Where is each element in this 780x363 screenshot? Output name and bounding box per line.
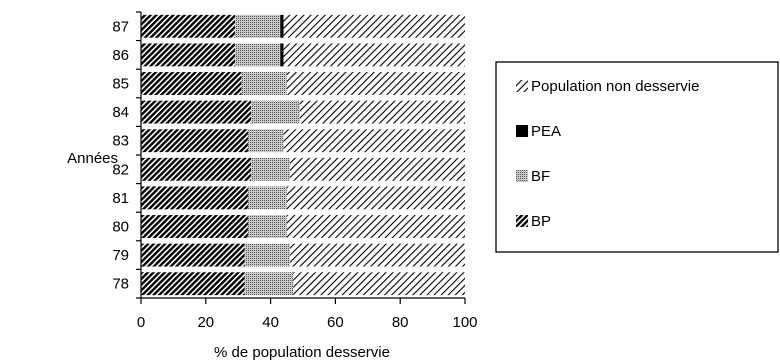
bar-pea-87 [280, 14, 284, 38]
bar-bp-82 [141, 157, 252, 181]
bar-bp-79 [141, 243, 245, 267]
y-tick-label: 82 [112, 161, 129, 178]
bar-bp-85 [141, 72, 242, 95]
bar-bp-87 [141, 14, 235, 38]
legend-label-population-non-desservie: Population non desservie [531, 78, 699, 95]
y-tick-label: 81 [112, 190, 129, 207]
bar-bp-86 [141, 43, 235, 67]
bars-group [141, 14, 465, 296]
legend-swatch-pea [516, 125, 528, 137]
y-tick-label: 83 [112, 133, 129, 150]
y-tick-label: 85 [112, 76, 129, 93]
y-tick-label: 78 [112, 276, 129, 293]
x-tick-label: 0 [137, 314, 145, 331]
bar-population-non-desservie-78 [293, 272, 465, 296]
y-axis: 78 79 80 81 82 83 84 85 86 87 [112, 11, 142, 299]
bar-population-non-desservie-87 [283, 14, 465, 38]
legend-box [495, 61, 779, 253]
y-axis-title: Années [67, 150, 118, 167]
legend-label-bf: BF [531, 168, 550, 185]
legend-label-pea: PEA [531, 123, 561, 140]
bar-bf-86 [234, 43, 281, 67]
bar-population-non-desservie-82 [290, 157, 465, 181]
legend-swatch-population-non-desservie [516, 80, 528, 92]
bar-bf-84 [251, 100, 300, 124]
bar-bf-80 [247, 215, 287, 238]
bar-bf-79 [244, 243, 291, 267]
bar-pea-86 [280, 43, 284, 67]
bar-population-non-desservie-86 [283, 43, 465, 67]
bar-population-non-desservie-84 [299, 100, 465, 124]
bar-bp-84 [141, 100, 252, 124]
x-axis-title: % de population desservie [214, 344, 390, 361]
y-tick-label: 80 [112, 219, 129, 236]
bar-bp-80 [141, 215, 248, 238]
y-tick-label: 84 [112, 104, 129, 121]
x-tick-label: 20 [197, 314, 214, 331]
y-tick-label: 87 [112, 18, 129, 35]
bar-bf-85 [241, 72, 287, 95]
bar-bf-81 [247, 186, 287, 210]
bar-population-non-desservie-79 [290, 243, 465, 267]
x-tick-label: 60 [327, 314, 344, 331]
bar-bp-81 [141, 186, 248, 210]
bar-bp-78 [141, 272, 245, 296]
y-tick-label: 79 [112, 247, 129, 264]
bar-population-non-desservie-85 [286, 72, 465, 95]
bar-bf-82 [251, 157, 291, 181]
bar-bf-83 [247, 129, 284, 153]
bar-population-non-desservie-81 [286, 186, 465, 210]
bar-bf-87 [234, 14, 281, 38]
x-tick-label: 40 [262, 314, 279, 331]
x-tick-label: 100 [452, 314, 477, 331]
x-tick-label: 80 [392, 314, 409, 331]
legend-swatch-bf [516, 170, 528, 182]
x-axis: 0 20 40 60 80 100 [137, 297, 478, 331]
bar-bp-83 [141, 129, 248, 153]
legend: Population non desservie PEA BF BP [495, 61, 779, 253]
y-tick-label: 86 [112, 47, 129, 64]
bar-bf-78 [244, 272, 294, 296]
bar-population-non-desservie-83 [283, 129, 465, 153]
bar-population-non-desservie-80 [286, 215, 465, 238]
legend-swatch-bp [516, 215, 528, 227]
legend-label-bp: BP [531, 213, 551, 230]
